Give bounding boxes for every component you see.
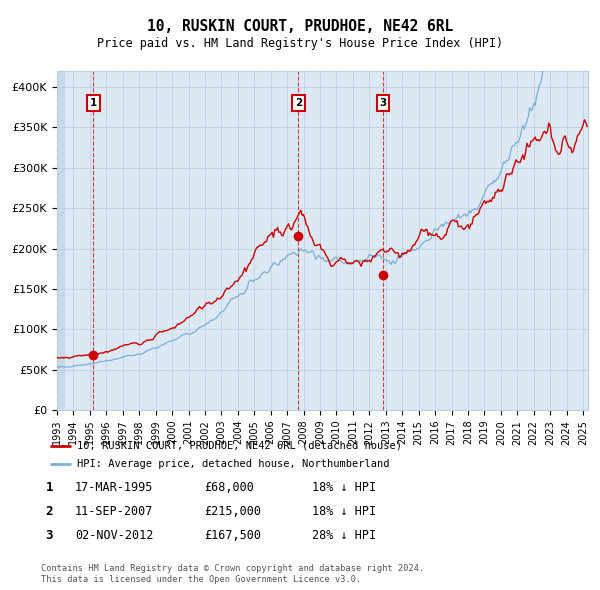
Text: 28% ↓ HPI: 28% ↓ HPI <box>312 529 376 542</box>
Text: 3: 3 <box>46 529 53 542</box>
Text: 18% ↓ HPI: 18% ↓ HPI <box>312 505 376 518</box>
Text: 2: 2 <box>295 98 302 108</box>
Text: 1: 1 <box>46 481 53 494</box>
Text: This data is licensed under the Open Government Licence v3.0.: This data is licensed under the Open Gov… <box>41 575 361 584</box>
Text: Price paid vs. HM Land Registry's House Price Index (HPI): Price paid vs. HM Land Registry's House … <box>97 37 503 50</box>
Text: £215,000: £215,000 <box>204 505 261 518</box>
Text: 18% ↓ HPI: 18% ↓ HPI <box>312 481 376 494</box>
Text: 10, RUSKIN COURT, PRUDHOE, NE42 6RL: 10, RUSKIN COURT, PRUDHOE, NE42 6RL <box>147 19 453 34</box>
Text: 3: 3 <box>380 98 387 108</box>
Text: £68,000: £68,000 <box>204 481 254 494</box>
Text: Contains HM Land Registry data © Crown copyright and database right 2024.: Contains HM Land Registry data © Crown c… <box>41 565 424 573</box>
Text: 2: 2 <box>46 505 53 518</box>
Text: 02-NOV-2012: 02-NOV-2012 <box>75 529 154 542</box>
Text: 11-SEP-2007: 11-SEP-2007 <box>75 505 154 518</box>
Text: HPI: Average price, detached house, Northumberland: HPI: Average price, detached house, Nort… <box>77 459 389 469</box>
Text: 1: 1 <box>90 98 97 108</box>
Bar <box>57 71 65 410</box>
Text: 17-MAR-1995: 17-MAR-1995 <box>75 481 154 494</box>
Text: £167,500: £167,500 <box>204 529 261 542</box>
Text: 10, RUSKIN COURT, PRUDHOE, NE42 6RL (detached house): 10, RUSKIN COURT, PRUDHOE, NE42 6RL (det… <box>77 441 402 451</box>
